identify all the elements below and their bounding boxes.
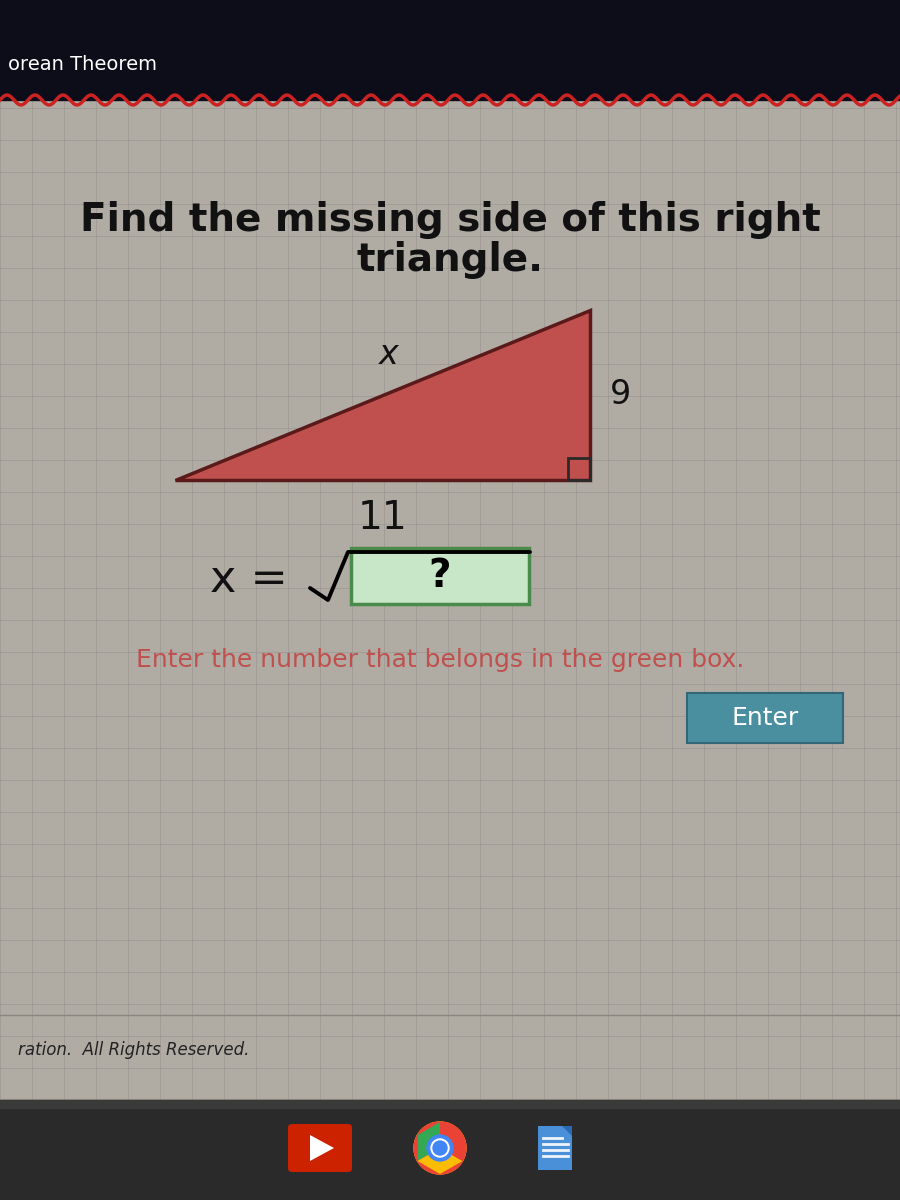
Text: Enter the number that belongs in the green box.: Enter the number that belongs in the gre… [136, 648, 744, 672]
Text: 11: 11 [357, 499, 408, 538]
Bar [568, 458, 590, 480]
Polygon shape [562, 1126, 572, 1136]
FancyBboxPatch shape [538, 1126, 572, 1170]
Text: Enter: Enter [732, 706, 798, 730]
Text: x: x [379, 338, 399, 371]
Polygon shape [418, 1148, 463, 1174]
FancyBboxPatch shape [288, 1124, 352, 1172]
Polygon shape [310, 1135, 334, 1162]
Text: Find the missing side of this right: Find the missing side of this right [79, 200, 821, 239]
Polygon shape [440, 1122, 463, 1162]
Circle shape [414, 1122, 466, 1174]
Circle shape [433, 1141, 447, 1154]
Bar [0, 100, 900, 1100]
Text: ration.  All Rights Reserved.: ration. All Rights Reserved. [18, 1040, 249, 1058]
Polygon shape [418, 1122, 440, 1162]
Text: orean Theorem: orean Theorem [8, 55, 157, 74]
Text: triangle.: triangle. [356, 241, 544, 278]
Circle shape [427, 1135, 453, 1162]
Text: x =: x = [210, 558, 288, 601]
Polygon shape [175, 310, 590, 480]
Text: ?: ? [428, 557, 451, 595]
Bar [0, 1100, 900, 1200]
Text: 9: 9 [609, 378, 631, 412]
FancyBboxPatch shape [351, 548, 529, 604]
Circle shape [414, 1122, 466, 1174]
Circle shape [431, 1139, 449, 1157]
Bar [0, 0, 900, 100]
Bar [0, 1100, 900, 1108]
FancyBboxPatch shape [687, 692, 843, 743]
